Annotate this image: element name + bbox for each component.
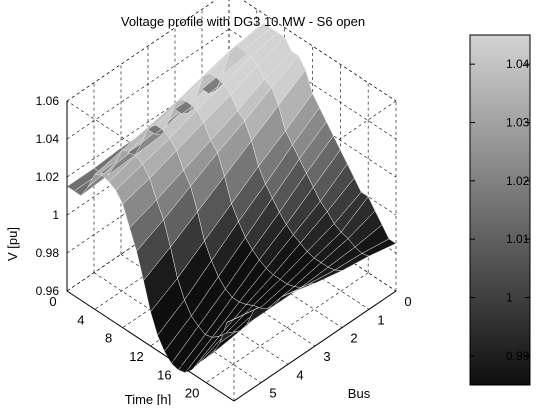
- z-tick-label: 1.04: [36, 132, 60, 146]
- x-axis-label: Time [h]: [125, 392, 171, 405]
- y-tick-label: 2: [350, 331, 357, 346]
- surface-patch: [361, 238, 397, 257]
- wall-grid-level-line: [66, 28, 230, 140]
- x-tick-label: 4: [77, 312, 84, 327]
- voltage-surface: [66, 23, 397, 373]
- colorbar-tick-label: 1.04: [506, 57, 530, 71]
- y-tick-label: 0: [404, 294, 411, 309]
- x-tick-label: 8: [105, 331, 112, 346]
- chart-title: Voltage profile with DG3 10 MW - S6 open: [121, 14, 365, 29]
- colorbar-tick-label: 0.99: [506, 349, 530, 363]
- axis-line: [233, 290, 397, 402]
- z-tick-label: 1: [52, 208, 59, 222]
- x-tick-label: 0: [49, 294, 56, 309]
- y-tick-label: 1: [377, 312, 384, 327]
- y-tick-label: 4: [296, 367, 303, 382]
- z-axis-label: V [pu]: [5, 227, 20, 261]
- x-tick-label: 12: [129, 349, 143, 364]
- axes-lines: [66, 101, 397, 402]
- colorbar-ticks: 0.99 1 1.01 1.02 1.03 1.04: [470, 57, 530, 363]
- z-tick-label: 0.98: [36, 246, 60, 260]
- z-tick-label: 1.06: [36, 94, 60, 108]
- box-edge: [66, 0, 217, 102]
- y-axis-label: Bus: [348, 386, 371, 401]
- y-tick-label: 5: [269, 386, 276, 401]
- colorbar-tick-label: 1.01: [506, 232, 530, 246]
- x-tick-label: 16: [157, 367, 171, 382]
- colorbar: 0.99 1 1.01 1.02 1.03 1.04: [469, 34, 531, 386]
- colorbar-tick-label: 1.03: [506, 116, 530, 130]
- colorbar-tick-label: 1: [506, 291, 513, 305]
- y-tick-label: 3: [323, 349, 330, 364]
- z-tick-label: 1.02: [36, 170, 60, 184]
- colorbar-gradient: [469, 34, 531, 386]
- x-tick-label: 20: [185, 386, 199, 401]
- axis-line: [66, 290, 235, 402]
- floor-grid-time-line: [205, 272, 369, 383]
- colorbar-tick-label: 1.02: [506, 174, 530, 188]
- z-tick-label: 0.96: [36, 284, 60, 298]
